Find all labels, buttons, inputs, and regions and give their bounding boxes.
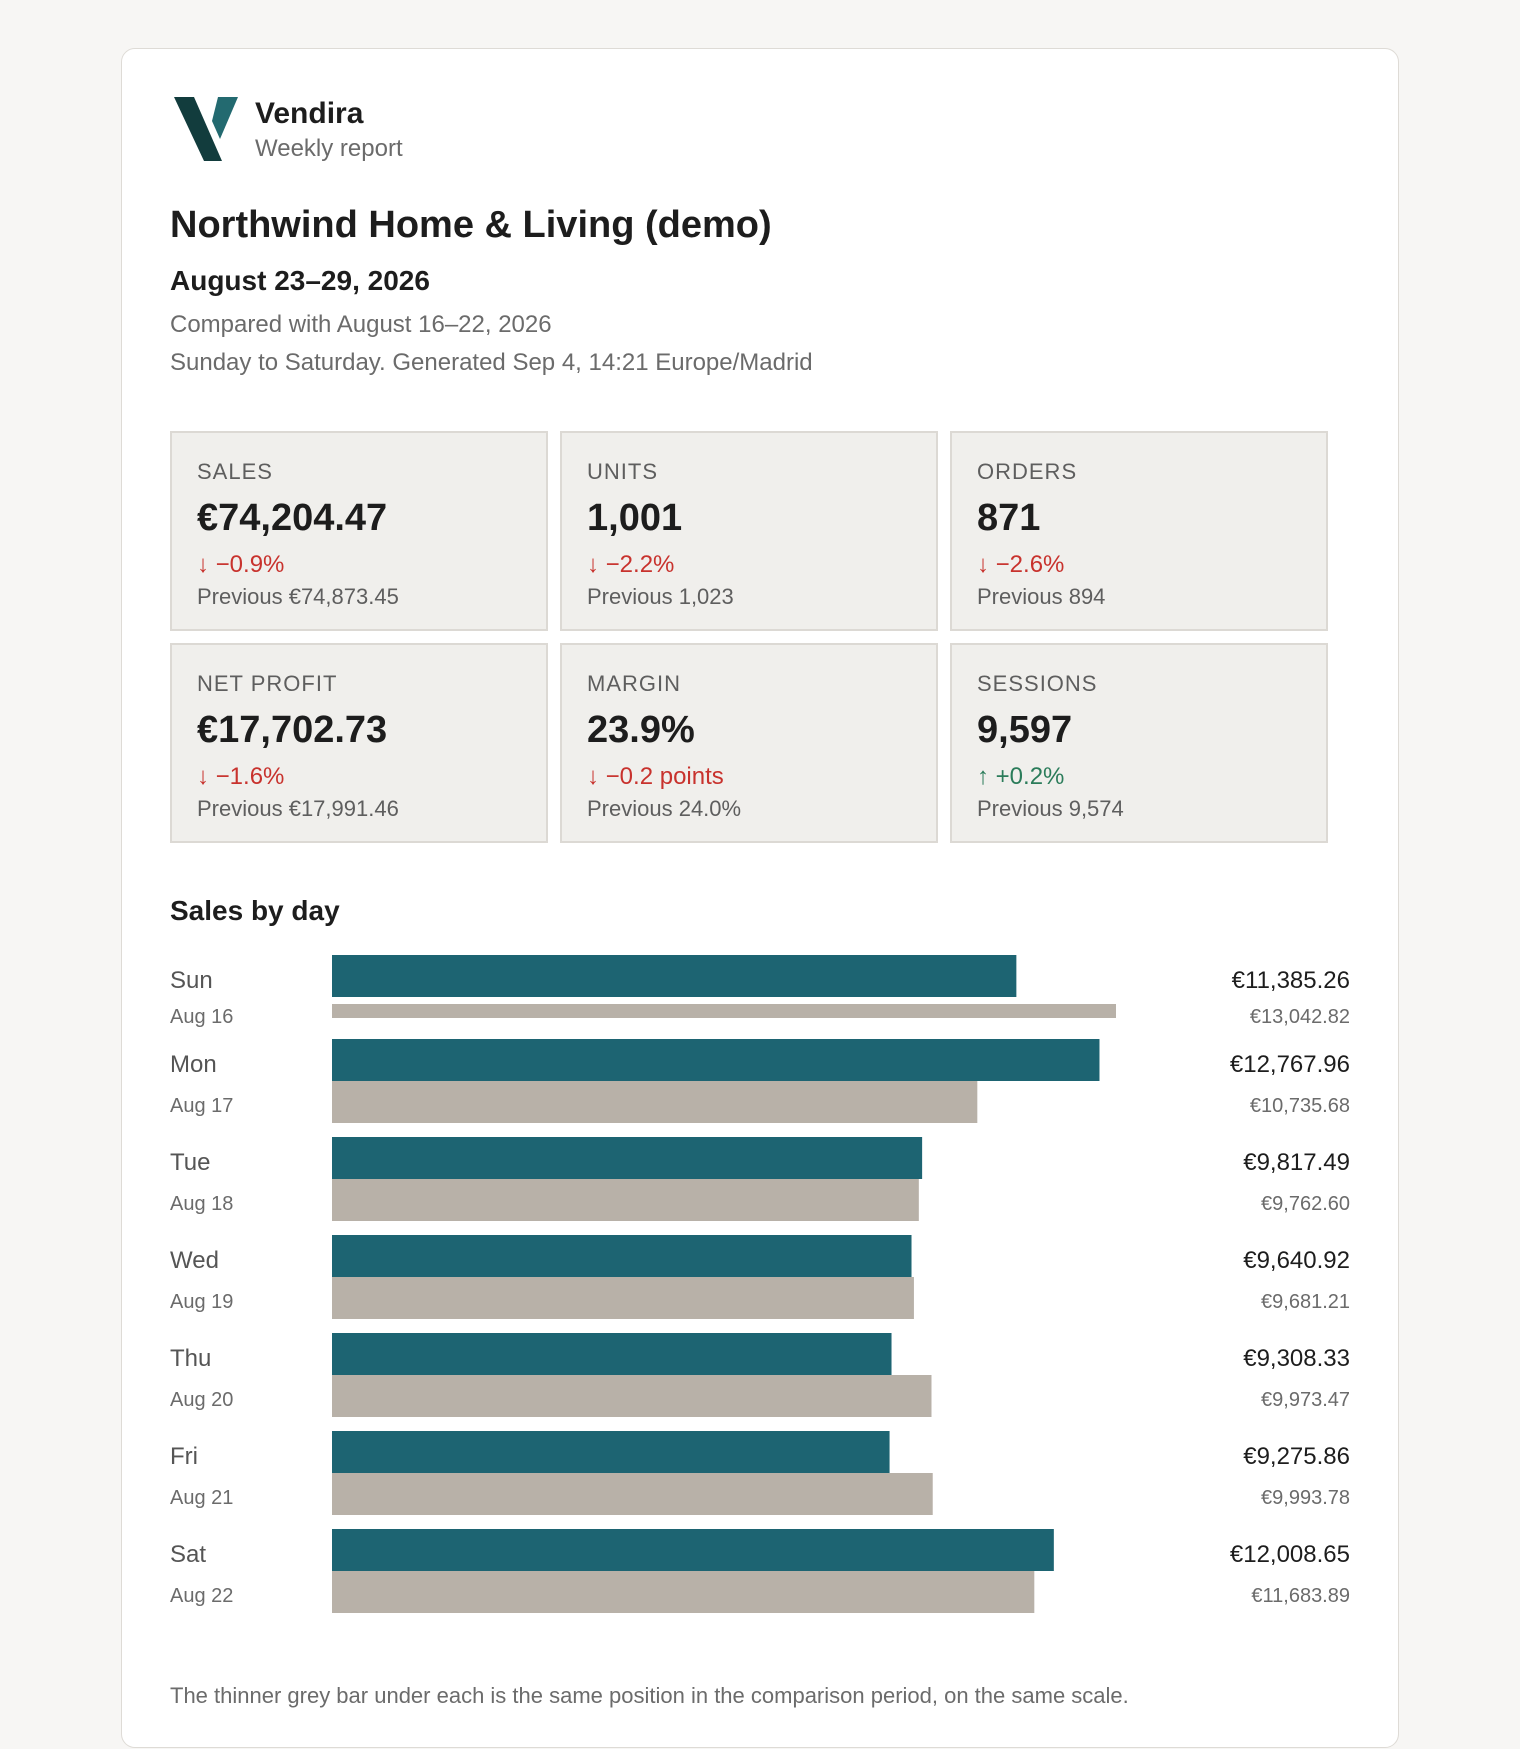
current-bar xyxy=(332,955,1017,997)
comparison-bar xyxy=(332,1571,1035,1613)
kpi-label: ORDERS xyxy=(977,459,1078,484)
kpi-label: MARGIN xyxy=(587,671,681,696)
comparison-value-label: €9,681.21 xyxy=(1261,1291,1350,1313)
kpi-label: SESSIONS xyxy=(977,671,1098,696)
kpi-value: 9,597 xyxy=(977,709,1073,751)
sales-by-day-chart: Sun Aug 16 €11,385.26 €13,042.82 Mon Aug 17 €1… xyxy=(170,955,1350,1613)
comparison-value-label: €9,762.60 xyxy=(1261,1193,1350,1215)
kpi-value: €17,702.73 xyxy=(197,709,388,751)
vendira-logo xyxy=(174,97,238,161)
comparison-bar xyxy=(332,1081,978,1123)
kpi-delta: ↑ +0.2% xyxy=(977,763,1065,790)
comparison-date-label: Aug 20 xyxy=(170,1389,233,1411)
comparison-date-label: Aug 18 xyxy=(170,1193,233,1215)
comparison-date-label: Aug 17 xyxy=(170,1095,233,1117)
kpi-previous: Previous €17,991.46 xyxy=(197,796,399,821)
comparison-value-label: €9,973.47 xyxy=(1261,1389,1350,1411)
comparison-value-label: €9,993.78 xyxy=(1261,1487,1350,1509)
current-value-label: €12,008.65 xyxy=(1230,1541,1350,1568)
current-bar xyxy=(332,1235,912,1277)
comparison-bar xyxy=(332,1375,932,1417)
day-label: Fri xyxy=(170,1443,198,1470)
brand-header xyxy=(174,97,574,177)
comparison-bar xyxy=(332,1277,914,1319)
comparison-value-label: €11,683.89 xyxy=(1251,1585,1350,1607)
comparison-date-label: Aug 21 xyxy=(170,1487,233,1509)
kpi-sales: SALES €74,204.47 ↓ −0.9% Previous €74,87… xyxy=(170,431,548,631)
comparison-value-label: €13,042.82 xyxy=(1250,1006,1350,1028)
kpi-orders: ORDERS 871 ↓ −2.6% Previous 894 xyxy=(950,431,1328,631)
kpi-previous: Previous 24.0% xyxy=(587,796,742,821)
logo-right-stroke xyxy=(212,97,238,139)
comparison-bar xyxy=(332,1473,933,1515)
current-value-label: €9,275.86 xyxy=(1243,1443,1350,1470)
report-card: Vendira Weekly report Northwind Home & L… xyxy=(121,48,1399,1748)
current-bar xyxy=(332,1529,1054,1571)
comparison-value-label: €10,735.68 xyxy=(1250,1095,1350,1117)
current-bar xyxy=(332,1137,923,1179)
current-bar xyxy=(332,1431,890,1473)
kpi-delta: ↓ −0.9% xyxy=(197,551,285,578)
day-label: Mon xyxy=(170,1051,217,1078)
current-value-label: €12,767.96 xyxy=(1230,1051,1350,1078)
current-value-label: €11,385.26 xyxy=(1232,967,1350,994)
brand-name: Vendira xyxy=(255,97,364,130)
comparison-period: Compared with August 16–22, 2026 xyxy=(170,311,552,338)
kpi-value: €74,204.47 xyxy=(197,497,388,539)
comparison-date-label: Aug 22 xyxy=(170,1585,233,1607)
comparison-date-label: Aug 16 xyxy=(170,1006,233,1028)
sales-by-day-title: Sales by day xyxy=(170,895,340,926)
kpi-sessions: SESSIONS 9,597 ↑ +0.2% Previous 9,574 xyxy=(950,643,1328,843)
kpi-value: 871 xyxy=(977,497,1041,539)
day-label: Tue xyxy=(170,1149,210,1176)
comparison-date-label: Aug 19 xyxy=(170,1291,233,1313)
kpi-units: UNITS 1,001 ↓ −2.2% Previous 1,023 xyxy=(560,431,938,631)
report-period: August 23–29, 2026 xyxy=(170,265,430,296)
kpi-delta: ↓ −1.6% xyxy=(197,763,285,790)
generated-note: Sunday to Saturday. Generated Sep 4, 14:… xyxy=(170,349,813,376)
kpi-previous: Previous 1,023 xyxy=(587,584,734,609)
kpi-delta: ↓ −2.6% xyxy=(977,551,1065,578)
kpi-net-profit: NET PROFIT €17,702.73 ↓ −1.6% Previous €… xyxy=(170,643,548,843)
comparison-bar xyxy=(332,1004,1116,1018)
day-label: Wed xyxy=(170,1247,219,1274)
current-value-label: €9,817.49 xyxy=(1243,1149,1350,1176)
day-label: Sat xyxy=(170,1541,206,1568)
store-title: Northwind Home & Living (demo) xyxy=(170,204,772,246)
day-label: Sun xyxy=(170,967,213,994)
comparison-bar xyxy=(332,1179,919,1221)
kpi-delta: ↓ −2.2% xyxy=(587,551,675,578)
kpi-margin: MARGIN 23.9% ↓ −0.2 points Previous 24.0… xyxy=(560,643,938,843)
kpi-label: NET PROFIT xyxy=(197,671,338,696)
logo-left-stroke xyxy=(174,97,222,161)
kpi-label: UNITS xyxy=(587,459,658,484)
brand-subtitle: Weekly report xyxy=(255,135,403,162)
day-label: Thu xyxy=(170,1345,211,1372)
current-bar xyxy=(332,1039,1100,1081)
current-value-label: €9,640.92 xyxy=(1243,1247,1350,1274)
kpi-value: 23.9% xyxy=(587,709,695,751)
kpi-delta: ↓ −0.2 points xyxy=(587,763,724,790)
kpi-previous: Previous €74,873.45 xyxy=(197,584,399,609)
current-value-label: €9,308.33 xyxy=(1243,1345,1350,1372)
kpi-value: 1,001 xyxy=(587,497,683,539)
kpi-previous: Previous 894 xyxy=(977,584,1106,609)
current-bar xyxy=(332,1333,892,1375)
kpi-label: SALES xyxy=(197,459,273,484)
chart-footnote: The thinner grey bar under each is the s… xyxy=(170,1683,1129,1708)
kpi-previous: Previous 9,574 xyxy=(977,796,1124,821)
